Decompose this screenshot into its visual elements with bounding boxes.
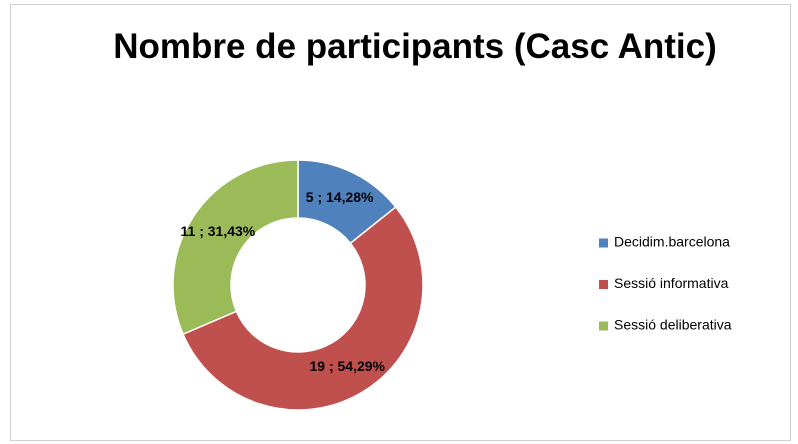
legend-label: Decidim.barcelona xyxy=(614,234,730,250)
data-label: 11 ; 31,43% xyxy=(181,223,256,239)
legend-swatch xyxy=(599,280,608,289)
legend-label: Sessió informativa xyxy=(614,275,729,291)
donut-segment xyxy=(182,206,424,411)
data-label: 19 ; 54,29% xyxy=(309,358,385,374)
legend-swatch xyxy=(599,321,608,331)
legend-swatch xyxy=(599,238,608,248)
legend-label: Sessió deliberativa xyxy=(614,317,732,333)
donut-segment xyxy=(172,159,299,336)
chart-title: Nombre de participants (Casc Antic) xyxy=(113,27,717,66)
data-label: 5 ; 14,28% xyxy=(306,189,374,205)
